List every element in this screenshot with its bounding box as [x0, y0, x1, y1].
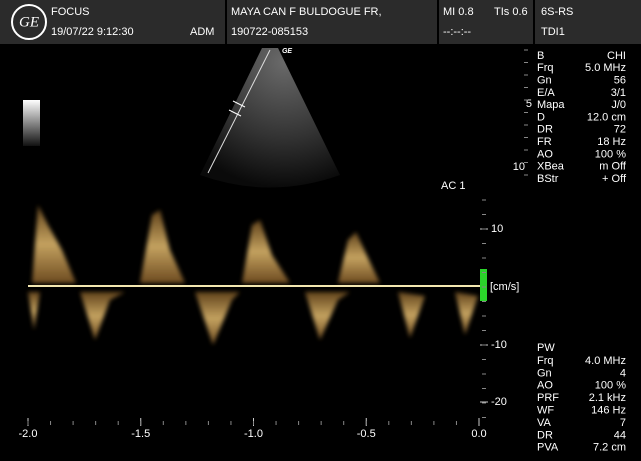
baseline-marker — [480, 269, 487, 301]
param-label: XBea — [537, 161, 565, 173]
param-label: B — [537, 50, 544, 62]
param-label: AO — [537, 148, 553, 160]
param-value: 100 % — [595, 380, 626, 392]
time-tick-label: -1.0 — [244, 428, 263, 440]
param-value: 100 % — [595, 148, 626, 160]
param-label: FR — [537, 136, 552, 148]
param-value: + Off — [602, 173, 627, 185]
param-value: m Off — [599, 161, 627, 173]
datetime: 19/07/22 9:12:30 — [51, 26, 134, 38]
param-label: Frq — [537, 62, 554, 74]
param-value: 3/1 — [611, 87, 626, 99]
param-label: DR — [537, 429, 553, 441]
param-value: 146 Hz — [591, 405, 626, 417]
time-tick-label: -2.0 — [19, 428, 38, 440]
param-value: J/0 — [611, 99, 626, 111]
param-label: DR — [537, 124, 553, 136]
probe-mark: GE — [282, 48, 292, 55]
velocity-tick-label: -10 — [491, 339, 507, 351]
velocity-unit: [cm/s] — [490, 281, 519, 293]
time-code: --:--:-- — [443, 26, 471, 38]
param-value: 5.0 MHz — [585, 62, 626, 74]
param-value: 2.1 kHz — [589, 392, 626, 404]
param-value: 12.0 cm — [587, 111, 626, 123]
param-value: 4.0 MHz — [585, 355, 626, 367]
velocity-tick-label: 10 — [491, 223, 503, 235]
param-value: 7 — [620, 417, 626, 429]
preset: TDI1 — [541, 26, 565, 38]
velocity-tick-label: -20 — [491, 396, 507, 408]
param-label: PRF — [537, 392, 559, 404]
depth-tick-label: 10 — [513, 161, 525, 173]
param-value: 72 — [614, 124, 626, 136]
mi: MI 0.8 — [443, 6, 474, 18]
time-tick-label: -0.5 — [357, 428, 376, 440]
param-value: 44 — [614, 429, 626, 441]
param-label: Gn — [537, 75, 552, 87]
param-value: CHI — [607, 50, 626, 62]
param-label: E/A — [537, 87, 555, 99]
app-name: FOCUS — [51, 6, 90, 18]
param-value: 4 — [620, 367, 626, 379]
time-tick-label: -1.5 — [131, 428, 150, 440]
param-value: 56 — [614, 75, 626, 87]
param-value: 18 Hz — [597, 136, 626, 148]
doppler-label: AC 1 — [441, 180, 465, 192]
param-value: 7.2 cm — [593, 442, 626, 454]
param-label: PVA — [537, 442, 559, 454]
param-label: VA — [537, 417, 552, 429]
param-label: WF — [537, 405, 554, 417]
param-label: Frq — [537, 355, 554, 367]
pw-title: PW — [537, 342, 555, 354]
time-tick-label: 0.0 — [471, 428, 486, 440]
param-label: BStr — [537, 173, 559, 185]
probe: 6S-RS — [541, 6, 573, 18]
tis: TIs 0.6 — [494, 6, 528, 18]
operator: ADM — [190, 26, 214, 38]
param-label: Gn — [537, 367, 552, 379]
grayscale-bar — [23, 100, 40, 146]
patient-id: 190722-085153 — [231, 26, 308, 38]
logo: GE — [19, 14, 39, 30]
header: GE FOCUS 19/07/22 9:12:30 ADM MAYA CAN F… — [0, 0, 641, 44]
param-label: D — [537, 111, 545, 123]
param-label: AO — [537, 380, 553, 392]
ultrasound-screen: GE FOCUS 19/07/22 9:12:30 ADM MAYA CAN F… — [0, 0, 641, 461]
patient-name: MAYA CAN F BULDOGUE FR, — [231, 6, 382, 18]
param-label: Mapa — [537, 99, 565, 111]
